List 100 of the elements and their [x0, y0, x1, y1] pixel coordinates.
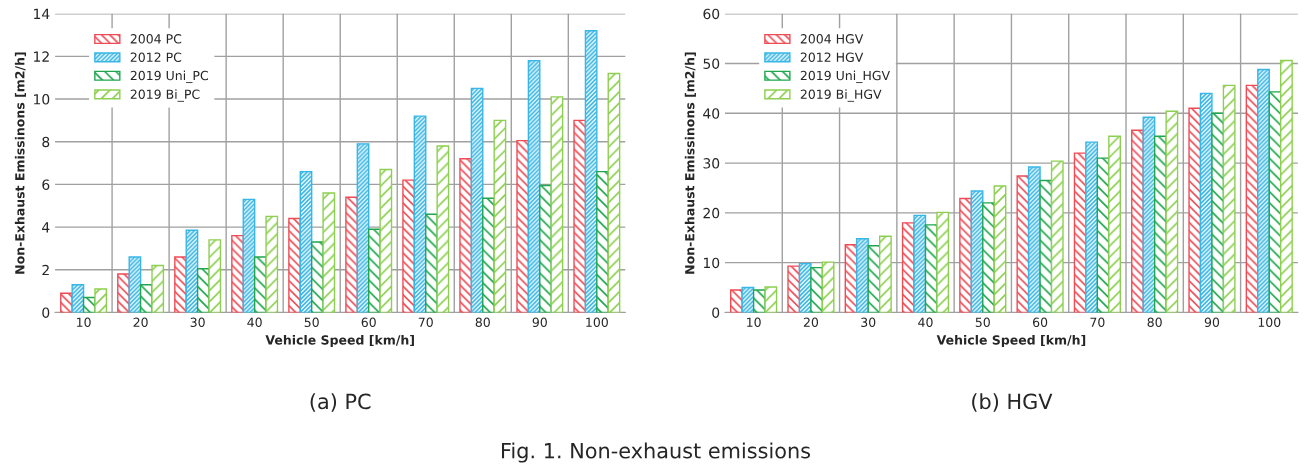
bar — [936, 211, 950, 313]
y-tick-label: 4 — [42, 222, 50, 233]
x-tick-label: 70 — [1090, 317, 1105, 327]
bar — [71, 284, 85, 313]
bar — [356, 143, 370, 313]
bar — [208, 239, 222, 313]
bar — [878, 235, 892, 313]
bar — [573, 119, 587, 313]
x-tick-label: 20 — [133, 317, 148, 327]
bar — [299, 170, 313, 313]
y-tick-label: 6 — [42, 179, 50, 190]
bar — [117, 273, 130, 313]
bar — [1039, 179, 1053, 313]
bar — [322, 192, 336, 313]
y-tick-label: 20 — [703, 207, 720, 219]
x-tick-label: 60 — [1033, 317, 1048, 327]
x-tick-label: 40 — [247, 317, 262, 327]
y-tick-label: 0 — [712, 307, 720, 318]
bar — [1016, 175, 1030, 313]
x-axis-title: Vehicle Speed [km/h] — [936, 334, 1086, 348]
x-tick-label: 70 — [418, 317, 433, 327]
bar — [1131, 129, 1144, 313]
y-tick-label: 0 — [42, 307, 50, 318]
bar — [821, 261, 835, 313]
bar — [787, 265, 801, 313]
bar — [345, 196, 359, 313]
bar — [174, 256, 187, 313]
bar — [402, 179, 416, 313]
bar — [516, 139, 530, 313]
bar — [1085, 141, 1099, 313]
x-tick-label: 10 — [747, 317, 761, 327]
bar — [527, 59, 541, 313]
bar — [470, 87, 484, 313]
y-tick-label: 60 — [703, 8, 720, 20]
bar — [982, 202, 995, 313]
x-tick-label: 10 — [77, 317, 91, 327]
x-tick-label: 80 — [1147, 317, 1162, 327]
legend-label: 2004 HGV — [800, 34, 864, 44]
bar — [856, 238, 869, 313]
text: (b) HGV — [972, 393, 1053, 412]
y-tick-label: 30 — [703, 158, 720, 169]
x-tick-label: 50 — [304, 317, 319, 327]
x-tick-label: 90 — [1204, 317, 1220, 327]
bar — [1165, 110, 1179, 313]
bar — [493, 119, 507, 313]
y-tick-label: 12 — [34, 51, 49, 62]
bar — [741, 286, 755, 313]
bar — [550, 96, 564, 313]
x-axis-title: Vehicle Speed [km/h] — [265, 334, 414, 348]
legend-label: 2012 HGV — [800, 52, 864, 62]
legend-label: 2019 Uni_HGV — [800, 70, 890, 84]
x-tick-label: 100 — [586, 317, 608, 327]
bar — [1108, 135, 1121, 313]
bar — [584, 30, 598, 313]
bar — [993, 185, 1007, 313]
legend-label: 2004 PC — [130, 34, 182, 44]
y-tick-label: 10 — [34, 94, 50, 105]
bar — [539, 184, 552, 313]
bar — [596, 170, 609, 313]
y-tick-label: 2 — [42, 264, 49, 276]
bar — [607, 72, 621, 313]
y-tick-label: 8 — [42, 136, 50, 148]
bar — [128, 256, 142, 313]
x-tick-label: 80 — [475, 317, 490, 327]
x-tick-label: 60 — [361, 317, 376, 327]
y-axis-title: Non-Exhaust Emissinons [m2/h] — [684, 52, 696, 274]
bar — [764, 286, 778, 313]
bar — [459, 158, 473, 313]
caption: Fig. 1. Non-exhaust emissions — [502, 442, 811, 463]
y-tick-label: 40 — [703, 108, 720, 119]
x-tick-label: 50 — [975, 317, 990, 327]
x-tick-label: 30 — [861, 317, 876, 327]
bar — [1257, 68, 1270, 313]
y-tick-label: 14 — [34, 8, 50, 19]
bar — [1050, 160, 1064, 313]
bar — [288, 217, 301, 313]
y-tick-label: 50 — [703, 58, 720, 69]
x-tick-label: 100 — [1258, 317, 1281, 327]
bar — [94, 288, 108, 313]
y-axis-title: Non-Exhaust Emissinons [m2/h] — [14, 52, 27, 274]
bar — [379, 168, 393, 313]
x-tick-label: 40 — [918, 317, 933, 327]
x-tick-label: 20 — [803, 317, 819, 327]
bar — [1222, 84, 1236, 313]
x-tick-label: 30 — [190, 317, 205, 327]
bar — [413, 115, 427, 313]
legend-label: 2019 Uni_PC — [130, 70, 208, 84]
bar — [959, 197, 973, 313]
text: (a) PC — [310, 393, 371, 412]
bar — [151, 264, 165, 313]
legend-label: 2019 Bi_PC — [130, 89, 200, 102]
y-tick-label: 10 — [703, 257, 720, 269]
bar — [436, 145, 450, 313]
bar — [1211, 112, 1225, 313]
x-tick-label: 90 — [532, 317, 547, 327]
bar — [1280, 59, 1293, 313]
bar — [810, 266, 824, 313]
legend-label: 2012 PC — [130, 52, 182, 62]
legend-label: 2019 Bi_HGV — [800, 89, 882, 102]
bar — [913, 214, 927, 313]
